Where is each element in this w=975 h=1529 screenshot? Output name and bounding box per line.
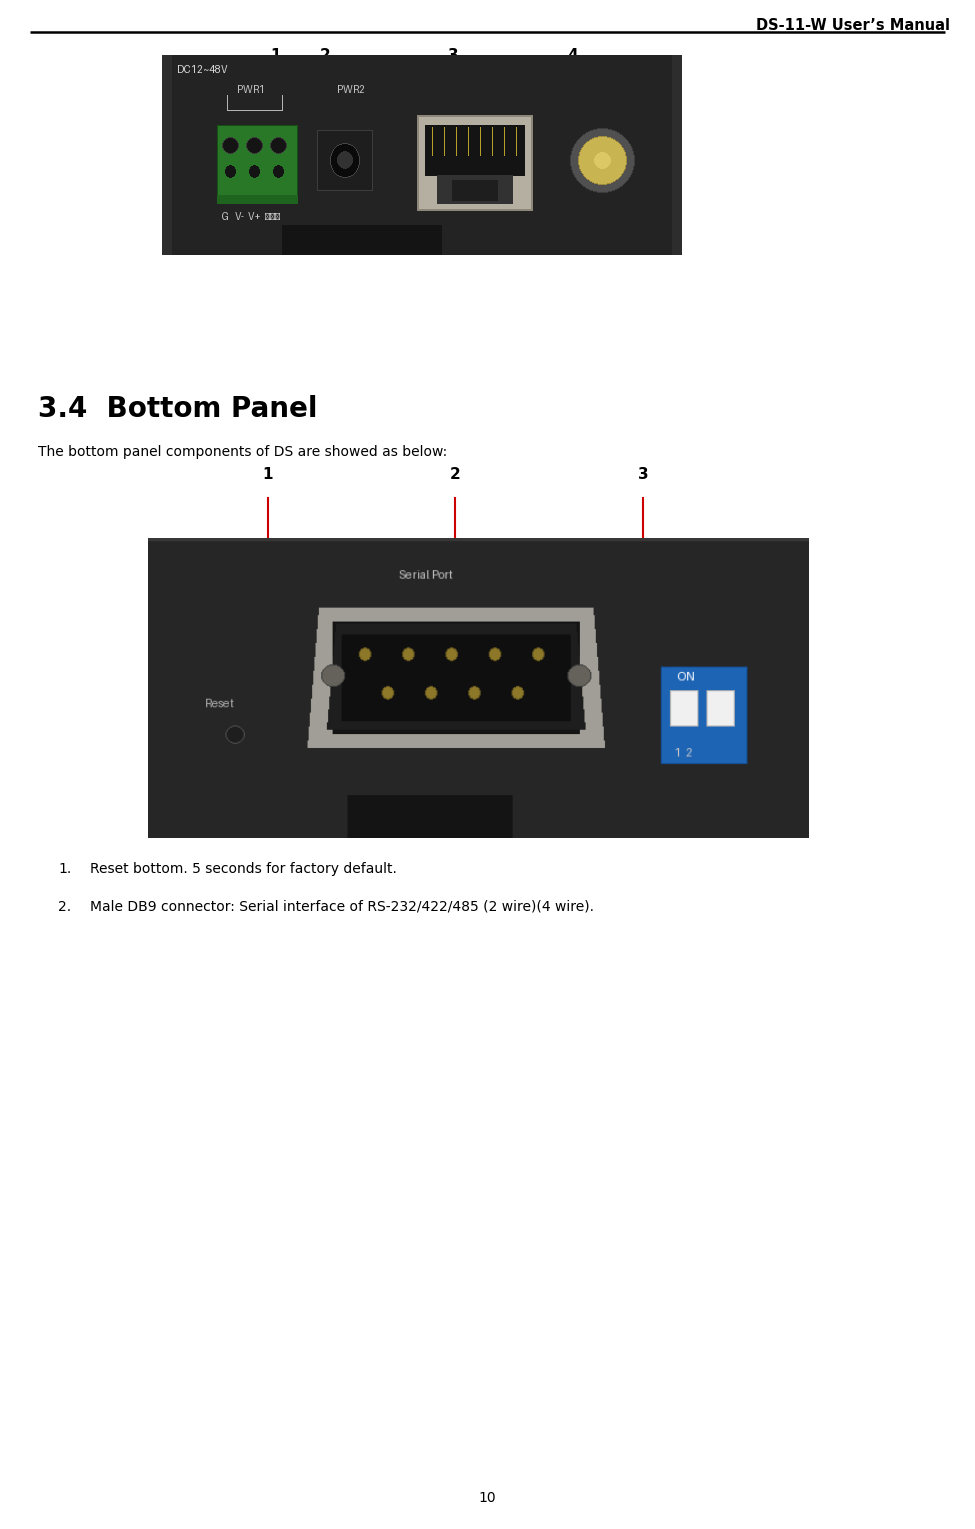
- Text: 1: 1: [271, 47, 281, 63]
- Text: 2: 2: [449, 466, 460, 482]
- Text: 3: 3: [638, 466, 648, 482]
- Text: Male DB9 connector: Serial interface of RS-232/422/485 (2 wire)(4 wire).: Male DB9 connector: Serial interface of …: [90, 901, 594, 914]
- Text: 3.4  Bottom Panel: 3.4 Bottom Panel: [38, 394, 318, 424]
- Text: 2.: 2.: [58, 901, 71, 914]
- Text: DS-11-W User’s Manual: DS-11-W User’s Manual: [756, 18, 950, 34]
- Text: 1: 1: [262, 466, 273, 482]
- Text: 3: 3: [448, 47, 458, 63]
- Text: The bottom panel components of DS are showed as below:: The bottom panel components of DS are sh…: [38, 445, 448, 459]
- Text: 2: 2: [320, 47, 331, 63]
- Text: 1.: 1.: [58, 862, 71, 876]
- Text: Reset bottom. 5 seconds for factory default.: Reset bottom. 5 seconds for factory defa…: [90, 862, 397, 876]
- Text: 10: 10: [478, 1491, 496, 1505]
- Text: 4: 4: [567, 47, 578, 63]
